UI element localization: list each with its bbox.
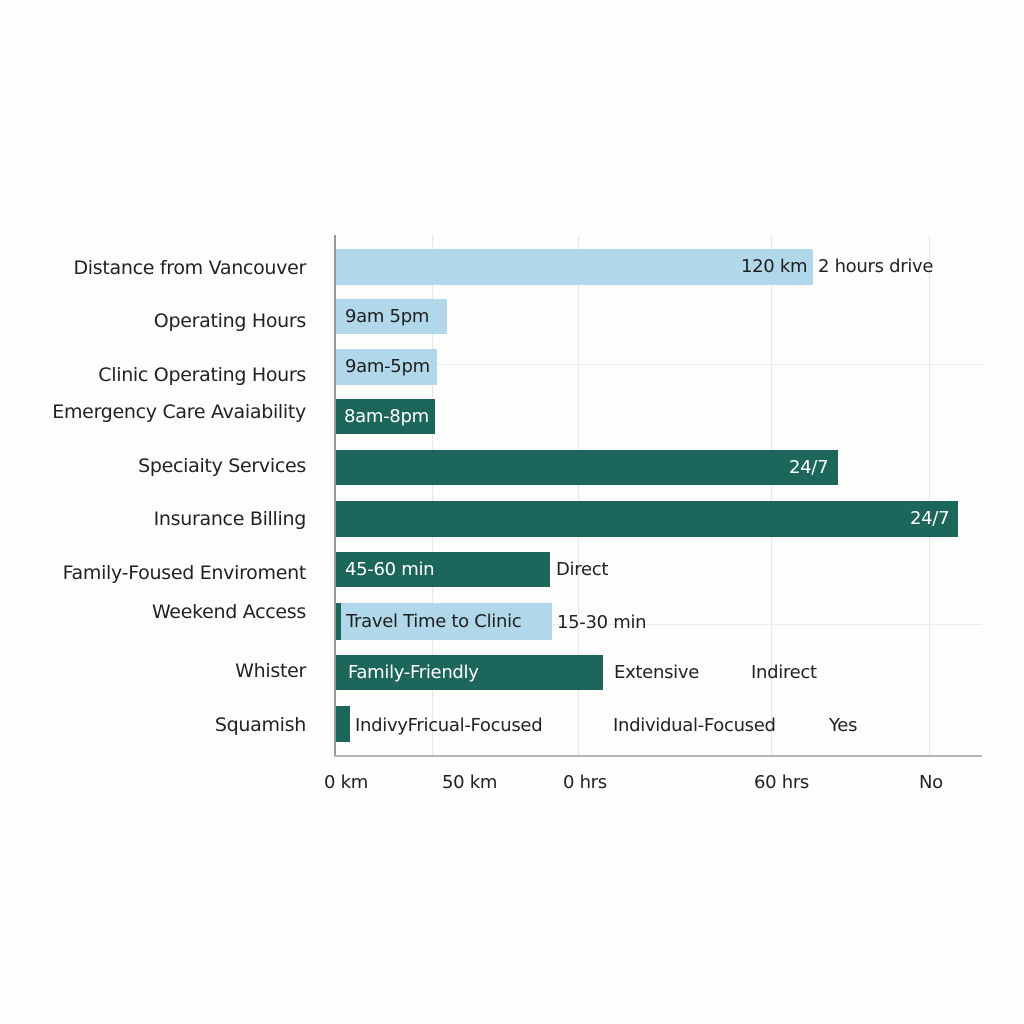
annotation-weekend-access: 15-30 min xyxy=(557,612,647,633)
horizontal-gridline xyxy=(336,364,982,365)
annotation-distance: 2 hours drive xyxy=(818,256,934,277)
y-label-family-focused: Family-Foused Enviroment xyxy=(62,562,307,584)
vertical-gridline xyxy=(771,235,772,755)
annotation-squamish-2: Individual-Focused xyxy=(613,715,776,736)
annotation-whister-2: Indirect xyxy=(751,662,817,683)
bar-label-family-focused: 45-60 min xyxy=(345,559,435,580)
y-label-weekend-access: Weekend Access xyxy=(151,601,306,623)
bar-label-weekend-access: Travel Time to Clinic xyxy=(346,611,522,632)
bar-weekend-access-stub xyxy=(336,603,341,640)
bar-family-focused xyxy=(336,552,550,587)
annotation-squamish-1: IndivyFricual-Focused xyxy=(355,715,543,736)
x-tick-0hrs: 0 hrs xyxy=(563,772,607,793)
bar-distance xyxy=(336,249,813,285)
bar-emergency-care xyxy=(336,399,435,434)
bar-label-whister: Family-Friendly xyxy=(348,662,479,683)
vertical-gridline xyxy=(929,235,930,755)
annotation-whister-1: Extensive xyxy=(614,662,699,683)
y-label-whister: Whister xyxy=(235,660,306,682)
x-tick-no: No xyxy=(919,772,943,793)
bar-label-emergency-care: 8am-8pm xyxy=(344,406,429,427)
bar-label-clinic-operating-hours: 9am-5pm xyxy=(345,356,430,377)
y-label-insurance-billing: Insurance Billing xyxy=(153,508,307,530)
bar-label-distance: 120 km xyxy=(741,256,808,277)
bar-operating-hours xyxy=(336,299,447,334)
annotation-squamish-3: Yes xyxy=(829,715,858,736)
vertical-gridline xyxy=(432,235,433,755)
bar-insurance-billing xyxy=(336,501,958,537)
bar-squamish xyxy=(336,706,350,742)
bar-label-insurance-billing: 24/7 xyxy=(910,508,950,529)
bar-weekend-access xyxy=(336,603,552,640)
annotation-family-focused: Direct xyxy=(556,559,609,580)
bar-label-specialty-services: 24/7 xyxy=(789,457,829,478)
x-axis-line xyxy=(334,755,982,757)
y-label-operating-hours: Operating Hours xyxy=(153,310,307,332)
horizontal-gridline xyxy=(336,624,982,625)
x-tick-50km: 50 km xyxy=(442,772,498,793)
y-label-distance: Distance from Vancouver xyxy=(73,257,306,279)
y-label-clinic-operating-hours: Clinic Operating Hours xyxy=(98,364,306,386)
y-axis-line xyxy=(334,235,336,757)
x-tick-0km: 0 km xyxy=(324,772,368,793)
bar-whister xyxy=(336,655,603,690)
y-label-squamish: Squamish xyxy=(214,714,306,736)
bar-clinic-operating-hours xyxy=(336,349,437,385)
bar-label-operating-hours: 9am 5pm xyxy=(345,306,430,327)
x-tick-60hrs: 60 hrs xyxy=(754,772,810,793)
y-label-emergency-care: Emergency Care Avaiability xyxy=(52,401,306,423)
vertical-gridline xyxy=(578,235,579,755)
y-label-specialty-services: Speciaity Services xyxy=(138,455,306,477)
bar-specialty-services xyxy=(336,450,838,485)
